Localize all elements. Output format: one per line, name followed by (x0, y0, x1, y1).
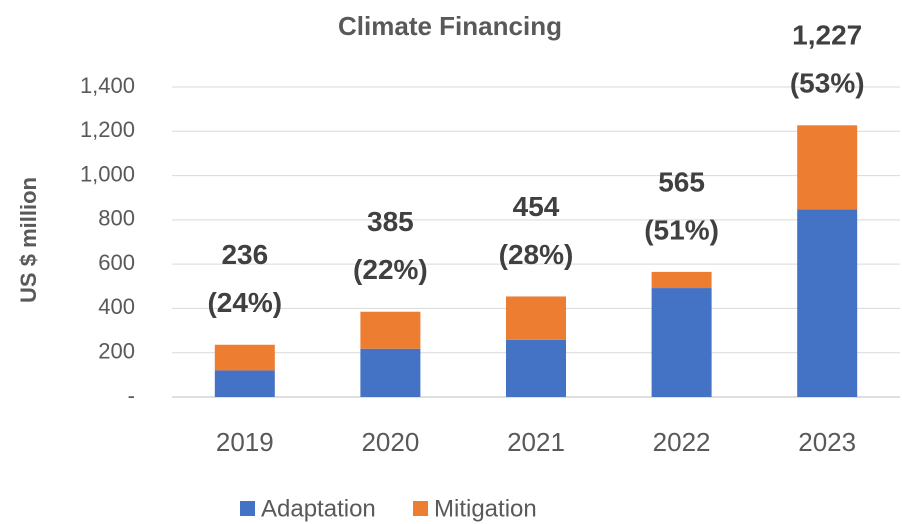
bar-segment (360, 311, 421, 349)
x-tick-label: 2022 (653, 427, 711, 457)
share-label: (24%) (207, 287, 282, 318)
total-label: 236 (221, 239, 268, 270)
bar-segment (797, 209, 858, 397)
legend-label: Mitigation (434, 495, 537, 522)
bar-segment (651, 271, 712, 289)
share-label: (22%) (353, 254, 428, 285)
x-tick-label: 2019 (216, 427, 274, 457)
total-label: 565 (658, 166, 705, 197)
y-tick-label: 1,000 (80, 161, 135, 186)
chart-title: Climate Financing (338, 11, 562, 41)
total-label: 385 (367, 206, 414, 237)
x-tick-label: 2020 (361, 427, 419, 457)
total-label: 454 (513, 191, 560, 222)
bar-segment (360, 348, 421, 397)
x-tick-label: 2021 (507, 427, 565, 457)
share-label: (53%) (790, 68, 865, 99)
share-label: (51%) (644, 214, 719, 245)
legend-swatch (413, 501, 428, 516)
share-label: (28%) (499, 239, 574, 270)
y-tick-label: 600 (98, 250, 135, 275)
bar-segment (214, 344, 275, 371)
y-axis-label: US $ million (16, 177, 41, 303)
total-label: 1,227 (792, 20, 862, 51)
y-tick-label: 1,400 (80, 73, 135, 98)
legend-label: Adaptation (261, 495, 376, 522)
bar-segment (506, 339, 566, 397)
x-tick-label: 2023 (798, 427, 856, 457)
y-tick-label: 200 (98, 339, 135, 364)
bar-segment (506, 296, 566, 340)
y-tick-label: 800 (98, 206, 135, 231)
legend-swatch (240, 501, 255, 516)
bar-segment (214, 370, 275, 397)
y-tick-label: - (128, 383, 135, 408)
bar-segment (651, 288, 712, 397)
y-tick-label: 400 (98, 294, 135, 319)
y-tick-label: 1,200 (80, 117, 135, 142)
bar-segment (797, 125, 858, 210)
